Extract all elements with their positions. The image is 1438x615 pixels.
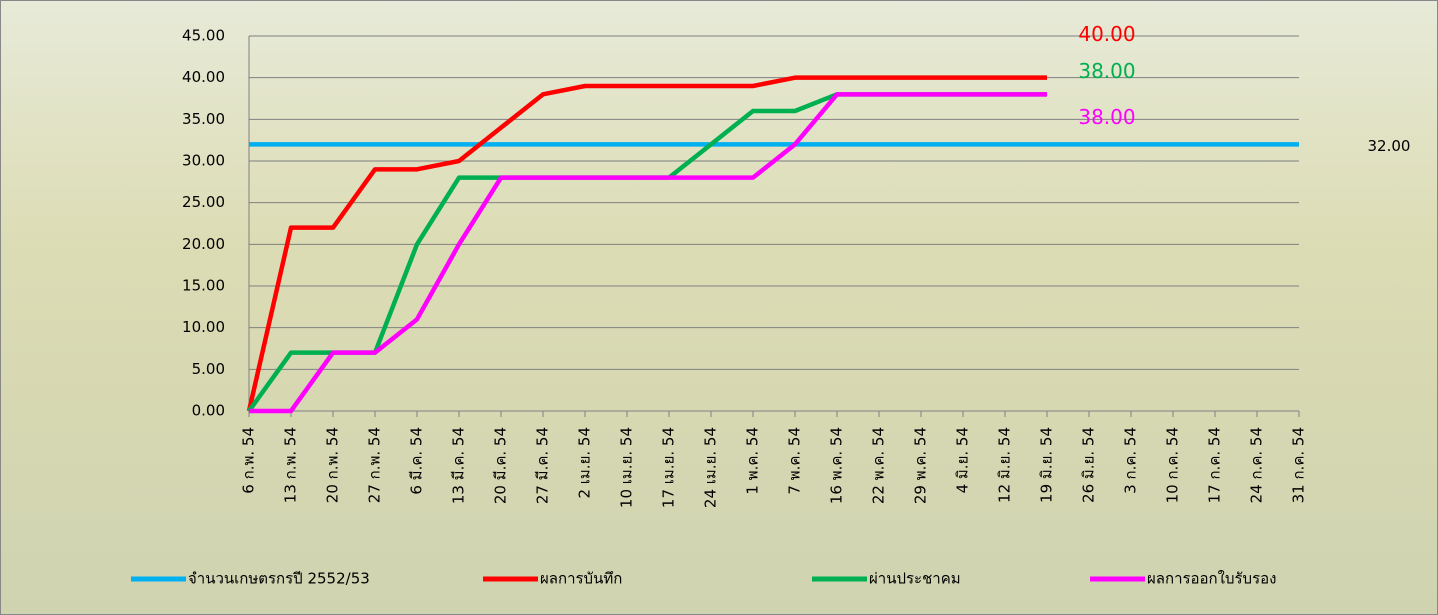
- y-tick-label: 20.00: [182, 235, 225, 253]
- x-tick-label: 6 มี.ค. 54: [408, 427, 426, 495]
- y-tick-label: 35.00: [182, 110, 225, 128]
- y-tick-label: 25.00: [182, 193, 225, 211]
- series-line: [249, 92, 1047, 414]
- data-label: 32.00: [1368, 137, 1411, 155]
- legend-label: ผลการออกใบรับรอง: [1147, 570, 1276, 588]
- y-tick-label: 30.00: [182, 152, 225, 170]
- x-tick-label: 20 ก.พ. 54: [324, 427, 342, 503]
- x-tick-label: 22 พ.ค. 54: [870, 427, 888, 504]
- x-tick-label: 1 พ.ค. 54: [744, 427, 762, 495]
- x-tick-label: 13 ก.พ. 54: [282, 427, 300, 503]
- x-tick-label: 6 ก.พ. 54: [240, 427, 258, 494]
- y-tick-label: 0.00: [192, 402, 225, 420]
- series-line: [246, 75, 1047, 412]
- y-tick-label: 15.00: [182, 277, 225, 295]
- y-tick-label: 45.00: [182, 27, 225, 45]
- x-tick-label: 12 มิ.ย. 54: [996, 427, 1014, 503]
- x-tick-label: 10 ก.ค. 54: [1164, 427, 1182, 503]
- legend-label: ผลการบันทึก: [540, 570, 622, 588]
- y-tick-label: 40.00: [182, 68, 225, 86]
- x-tick-label: 2 เม.ย. 54: [576, 427, 594, 499]
- x-tick-label: 7 พ.ค. 54: [786, 427, 804, 495]
- data-label: 38.00: [1078, 59, 1135, 83]
- x-tick-label: 24 เม.ย. 54: [702, 427, 720, 508]
- data-label: 38.00: [1078, 105, 1135, 129]
- x-tick-label: 17 ก.ค. 54: [1206, 427, 1224, 503]
- legend-label: ผ่านประชาคม: [869, 570, 961, 588]
- x-tick-label: 3 ก.ค. 54: [1122, 427, 1140, 494]
- y-tick-label: 5.00: [192, 360, 225, 378]
- x-tick-label: 24 ก.ค. 54: [1248, 427, 1266, 503]
- x-tick-label: 4 มิ.ย. 54: [954, 427, 972, 493]
- x-tick-label: 16 พ.ค. 54: [828, 427, 846, 504]
- x-tick-label: 27 ก.พ. 54: [366, 427, 384, 503]
- x-tick-label: 29 พ.ค. 54: [912, 427, 930, 504]
- x-tick-label: 20 มี.ค. 54: [492, 427, 510, 504]
- x-tick-label: 19 มิ.ย. 54: [1038, 427, 1056, 503]
- x-tick-label: 13 มี.ค. 54: [450, 427, 468, 504]
- x-tick-label: 31 ก.ค. 54: [1290, 427, 1308, 503]
- legend-label: จำนวนเกษตรกรปี 2552/53: [188, 570, 370, 588]
- y-tick-label: 10.00: [182, 318, 225, 336]
- x-tick-label: 27 มี.ค. 54: [534, 427, 552, 504]
- x-tick-label: 26 มิ.ย. 54: [1080, 427, 1098, 503]
- x-tick-label: 10 เม.ย. 54: [618, 427, 636, 508]
- x-tick-label: 17 เม.ย. 54: [660, 427, 678, 508]
- data-label: 40.00: [1078, 22, 1135, 46]
